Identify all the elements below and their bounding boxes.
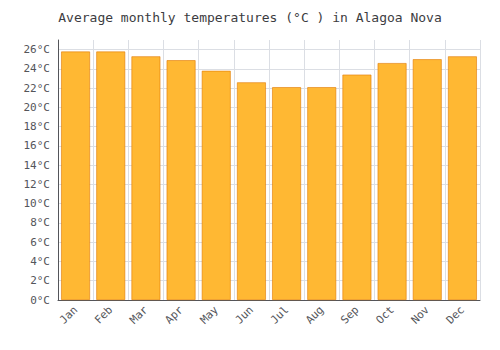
svg-text:6°C: 6°C: [30, 236, 50, 249]
svg-text:12°C: 12°C: [24, 178, 51, 191]
svg-text:4°C: 4°C: [30, 255, 50, 268]
svg-text:22°C: 22°C: [24, 82, 51, 95]
svg-text:16°C: 16°C: [24, 139, 51, 152]
svg-text:Jan: Jan: [57, 303, 80, 326]
svg-text:Mar: Mar: [127, 303, 150, 326]
svg-text:Nov: Nov: [409, 303, 432, 326]
svg-text:18°C: 18°C: [24, 120, 51, 133]
svg-text:14°C: 14°C: [24, 159, 51, 172]
svg-text:10°C: 10°C: [24, 197, 51, 210]
svg-text:Apr: Apr: [162, 303, 185, 326]
svg-text:20°C: 20°C: [24, 101, 51, 114]
svg-text:Feb: Feb: [92, 303, 115, 326]
svg-text:Jul: Jul: [268, 303, 291, 326]
svg-text:2°C: 2°C: [30, 274, 50, 287]
svg-text:24°C: 24°C: [24, 62, 51, 75]
svg-text:Sep: Sep: [338, 303, 361, 326]
svg-text:May: May: [198, 303, 221, 326]
svg-text:Jun: Jun: [233, 303, 256, 326]
svg-text:Aug: Aug: [303, 303, 326, 326]
svg-text:26°C: 26°C: [24, 43, 51, 56]
svg-text:8°C: 8°C: [30, 216, 50, 229]
svg-text:Average monthly temperatures (: Average monthly temperatures (°C ) in Al…: [58, 10, 442, 25]
svg-text:Oct: Oct: [373, 303, 396, 326]
svg-text:0°C: 0°C: [30, 294, 50, 307]
svg-text:Dec: Dec: [444, 303, 467, 326]
